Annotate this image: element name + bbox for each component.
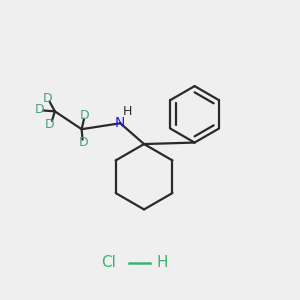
Text: D: D bbox=[78, 136, 88, 149]
Text: D: D bbox=[34, 103, 44, 116]
Text: D: D bbox=[45, 118, 54, 130]
Text: H: H bbox=[156, 255, 168, 270]
Text: N: N bbox=[115, 116, 125, 130]
Text: D: D bbox=[43, 92, 52, 105]
Text: Cl: Cl bbox=[101, 255, 116, 270]
Text: H: H bbox=[123, 106, 132, 118]
Text: D: D bbox=[80, 109, 89, 122]
